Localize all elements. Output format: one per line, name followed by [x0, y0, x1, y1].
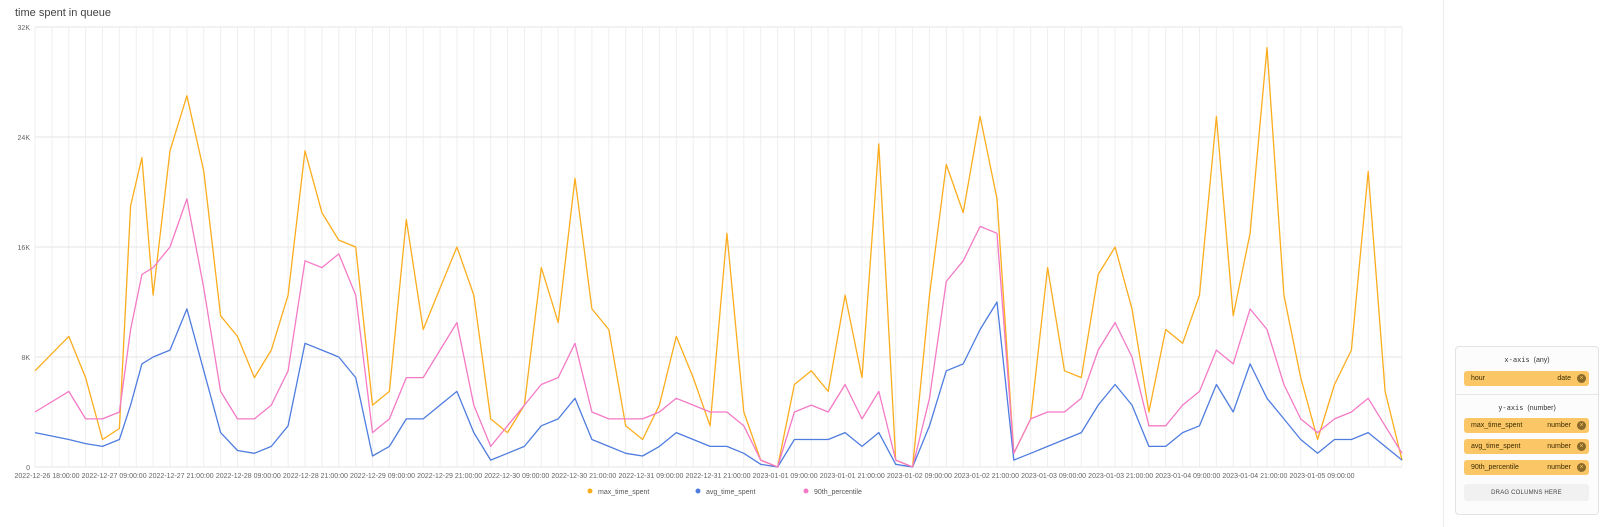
y-tick-label: 24K	[18, 135, 31, 142]
field-name: hour	[1471, 375, 1486, 382]
x-tick-label: 2023-01-04 21:00:00	[1222, 473, 1287, 480]
divider	[1456, 394, 1598, 395]
x-tick-label: 2022-12-30 21:00:00	[551, 473, 616, 480]
field-type: number	[1547, 422, 1571, 429]
y-tick-label: 32K	[18, 25, 31, 32]
x-tick-label: 2023-01-03 09:00:00	[1021, 473, 1086, 480]
y-tick-label: 8K	[21, 355, 30, 362]
legend-swatch	[587, 488, 593, 494]
remove-icon[interactable]: ×	[1577, 421, 1586, 430]
x-tick-label: 2023-01-01 09:00:00	[753, 473, 818, 480]
x-tick-label: 2022-12-29 21:00:00	[417, 473, 482, 480]
x-tick-label: 2022-12-30 09:00:00	[484, 473, 549, 480]
y-axis-hint: (number)	[1527, 405, 1556, 412]
drag-columns-dropzone[interactable]: DRAG COLUMNS HERE	[1464, 484, 1589, 501]
y-tick-label: 16K	[18, 245, 31, 252]
x-axis-label: x-axis	[1504, 356, 1530, 364]
legend-label: avg_time_spent	[706, 489, 755, 496]
legend-label: max_time_spent	[598, 489, 649, 496]
field-type: date	[1557, 375, 1571, 382]
x-axis-heading: x-axis (any)	[1456, 356, 1598, 364]
x-tick-label: 2023-01-04 09:00:00	[1155, 473, 1220, 480]
series-line-max-time-spent	[34, 46, 1403, 468]
x-tick-label: 2023-01-02 09:00:00	[887, 473, 952, 480]
x-tick-label: 2022-12-31 21:00:00	[686, 473, 751, 480]
chart-title: time spent in queue	[15, 7, 112, 19]
y-field-pill-max-time-spent[interactable]: max_time_spent number ×	[1464, 418, 1589, 433]
x-tick-label: 2022-12-27 21:00:00	[149, 473, 214, 480]
remove-icon[interactable]: ×	[1577, 374, 1586, 383]
y-axis-label: y-axis	[1498, 404, 1524, 412]
x-tick-label: 2022-12-26 18:00:00	[15, 473, 80, 480]
y-tick-label: 0	[26, 465, 30, 472]
legend-swatch	[695, 488, 701, 494]
x-tick-label: 2023-01-01 21:00:00	[820, 473, 885, 480]
chart-panel: time spent in queue 0 8K 16K 24K 32K 2022-12-…	[14, 0, 1444, 527]
x-tick-label: 2022-12-29 09:00:00	[350, 473, 415, 480]
x-tick-label: 2023-01-05 09:00:00	[1290, 473, 1355, 480]
x-tick-label: 2023-01-02 21:00:00	[954, 473, 1019, 480]
x-tick-label: 2022-12-31 09:00:00	[618, 473, 683, 480]
field-name: 90th_percentile	[1471, 464, 1519, 471]
x-tick-label: 2023-01-03 21:00:00	[1088, 473, 1153, 480]
x-field-pill-hour[interactable]: hour date ×	[1464, 371, 1589, 386]
x-tick-label: 2022-12-27 09:00:00	[82, 473, 147, 480]
axis-config-panel: x-axis (any) hour date × y-axis (number)…	[1455, 346, 1599, 515]
remove-icon[interactable]: ×	[1577, 463, 1586, 472]
series-line-avg-time-spent	[34, 301, 1403, 468]
y-axis-heading: y-axis (number)	[1456, 404, 1598, 412]
remove-icon[interactable]: ×	[1577, 442, 1586, 451]
y-field-pill-90th-percentile[interactable]: 90th_percentile number ×	[1464, 460, 1589, 475]
x-axis-hint: (any)	[1533, 357, 1550, 364]
field-type: number	[1547, 443, 1571, 450]
series-line-90th-percentile	[34, 198, 1403, 468]
legend-swatch	[803, 488, 809, 494]
field-name: avg_time_spent	[1471, 443, 1521, 450]
field-name: max_time_spent	[1471, 422, 1523, 429]
legend-label: 90th_percentile	[814, 489, 862, 496]
x-tick-label: 2022-12-28 21:00:00	[283, 473, 348, 480]
x-tick-label: 2022-12-28 09:00:00	[216, 473, 281, 480]
y-field-pill-avg-time-spent[interactable]: avg_time_spent number ×	[1464, 439, 1589, 454]
field-type: number	[1547, 464, 1571, 471]
